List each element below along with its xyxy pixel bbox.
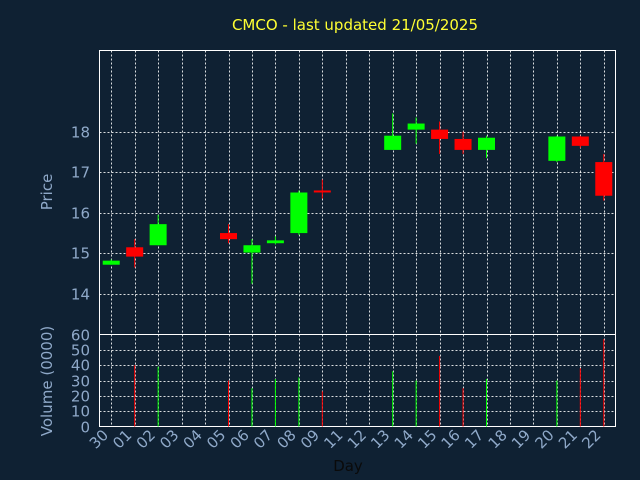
x-tick-label: 18 (485, 426, 511, 452)
volume-grid (99, 334, 616, 427)
candle-down (431, 129, 449, 139)
x-tick-label: 05 (203, 426, 229, 452)
x-tick-labels: 3001020304050607080911121314151617181920… (86, 426, 605, 452)
volume-tick-label: 0 (80, 419, 90, 437)
candle-up (290, 192, 308, 234)
price-panel-frame (99, 50, 616, 335)
x-tick-label: 20 (531, 426, 557, 452)
candles (102, 113, 613, 284)
volume-tick-label: 60 (71, 327, 90, 345)
x-tick-label: 02 (133, 426, 159, 452)
candle-down (571, 136, 589, 146)
volume-panel-frame (99, 334, 616, 427)
candle-down (595, 162, 613, 196)
x-axis-label: Day (333, 457, 363, 475)
x-tick-label: 04 (180, 426, 206, 452)
x-tick-label: 12 (344, 426, 370, 452)
x-tick-label: 16 (438, 426, 464, 452)
volume-bars (134, 339, 605, 427)
candle-down (454, 138, 472, 150)
candle-up (102, 260, 120, 265)
x-tick-label: 14 (391, 426, 417, 452)
x-tick-label: 13 (367, 426, 393, 452)
x-tick-label: 09 (297, 426, 323, 452)
candle-down (313, 190, 331, 193)
candle-down (126, 247, 144, 257)
candle-up (548, 136, 566, 161)
candle-up (384, 135, 402, 150)
volume-tick-label: 10 (71, 403, 90, 421)
price-tick-label: 18 (71, 124, 90, 142)
candle-up (266, 240, 284, 244)
x-tick-label: 22 (578, 426, 604, 452)
x-tick-label: 08 (273, 426, 299, 452)
x-tick-label: 17 (461, 426, 487, 452)
candle-down (220, 233, 237, 240)
price-tick-labels: 14 15 16 17 18 (71, 124, 90, 304)
x-tick-label: 06 (227, 426, 253, 452)
volume-tick-label: 40 (71, 357, 90, 375)
x-tick-label: 15 (414, 426, 440, 452)
chart-title: CMCO - last updated 21/05/2025 (232, 16, 478, 34)
x-tick-label: 01 (109, 426, 135, 452)
price-grid (99, 50, 616, 335)
candle-up (407, 123, 425, 130)
price-tick-label: 16 (71, 205, 90, 223)
price-tick-label: 15 (71, 245, 90, 263)
price-tick-label: 14 (71, 286, 90, 304)
volume-axis-label: Volume (0000) (38, 326, 56, 436)
x-tick-label: 19 (508, 426, 534, 452)
x-tick-label: 21 (555, 426, 581, 452)
x-tick-label: 03 (156, 426, 182, 452)
candle-up (478, 137, 495, 150)
x-tick-label: 07 (250, 426, 276, 452)
candle-up (149, 224, 167, 246)
price-tick-label: 17 (71, 164, 90, 182)
volume-tick-label: 20 (71, 388, 90, 406)
candle-up (243, 245, 261, 253)
price-axis-label: Price (38, 174, 56, 211)
volume-tick-label: 50 (71, 342, 90, 360)
volume-tick-label: 30 (71, 373, 90, 391)
x-tick-label: 11 (320, 426, 346, 452)
